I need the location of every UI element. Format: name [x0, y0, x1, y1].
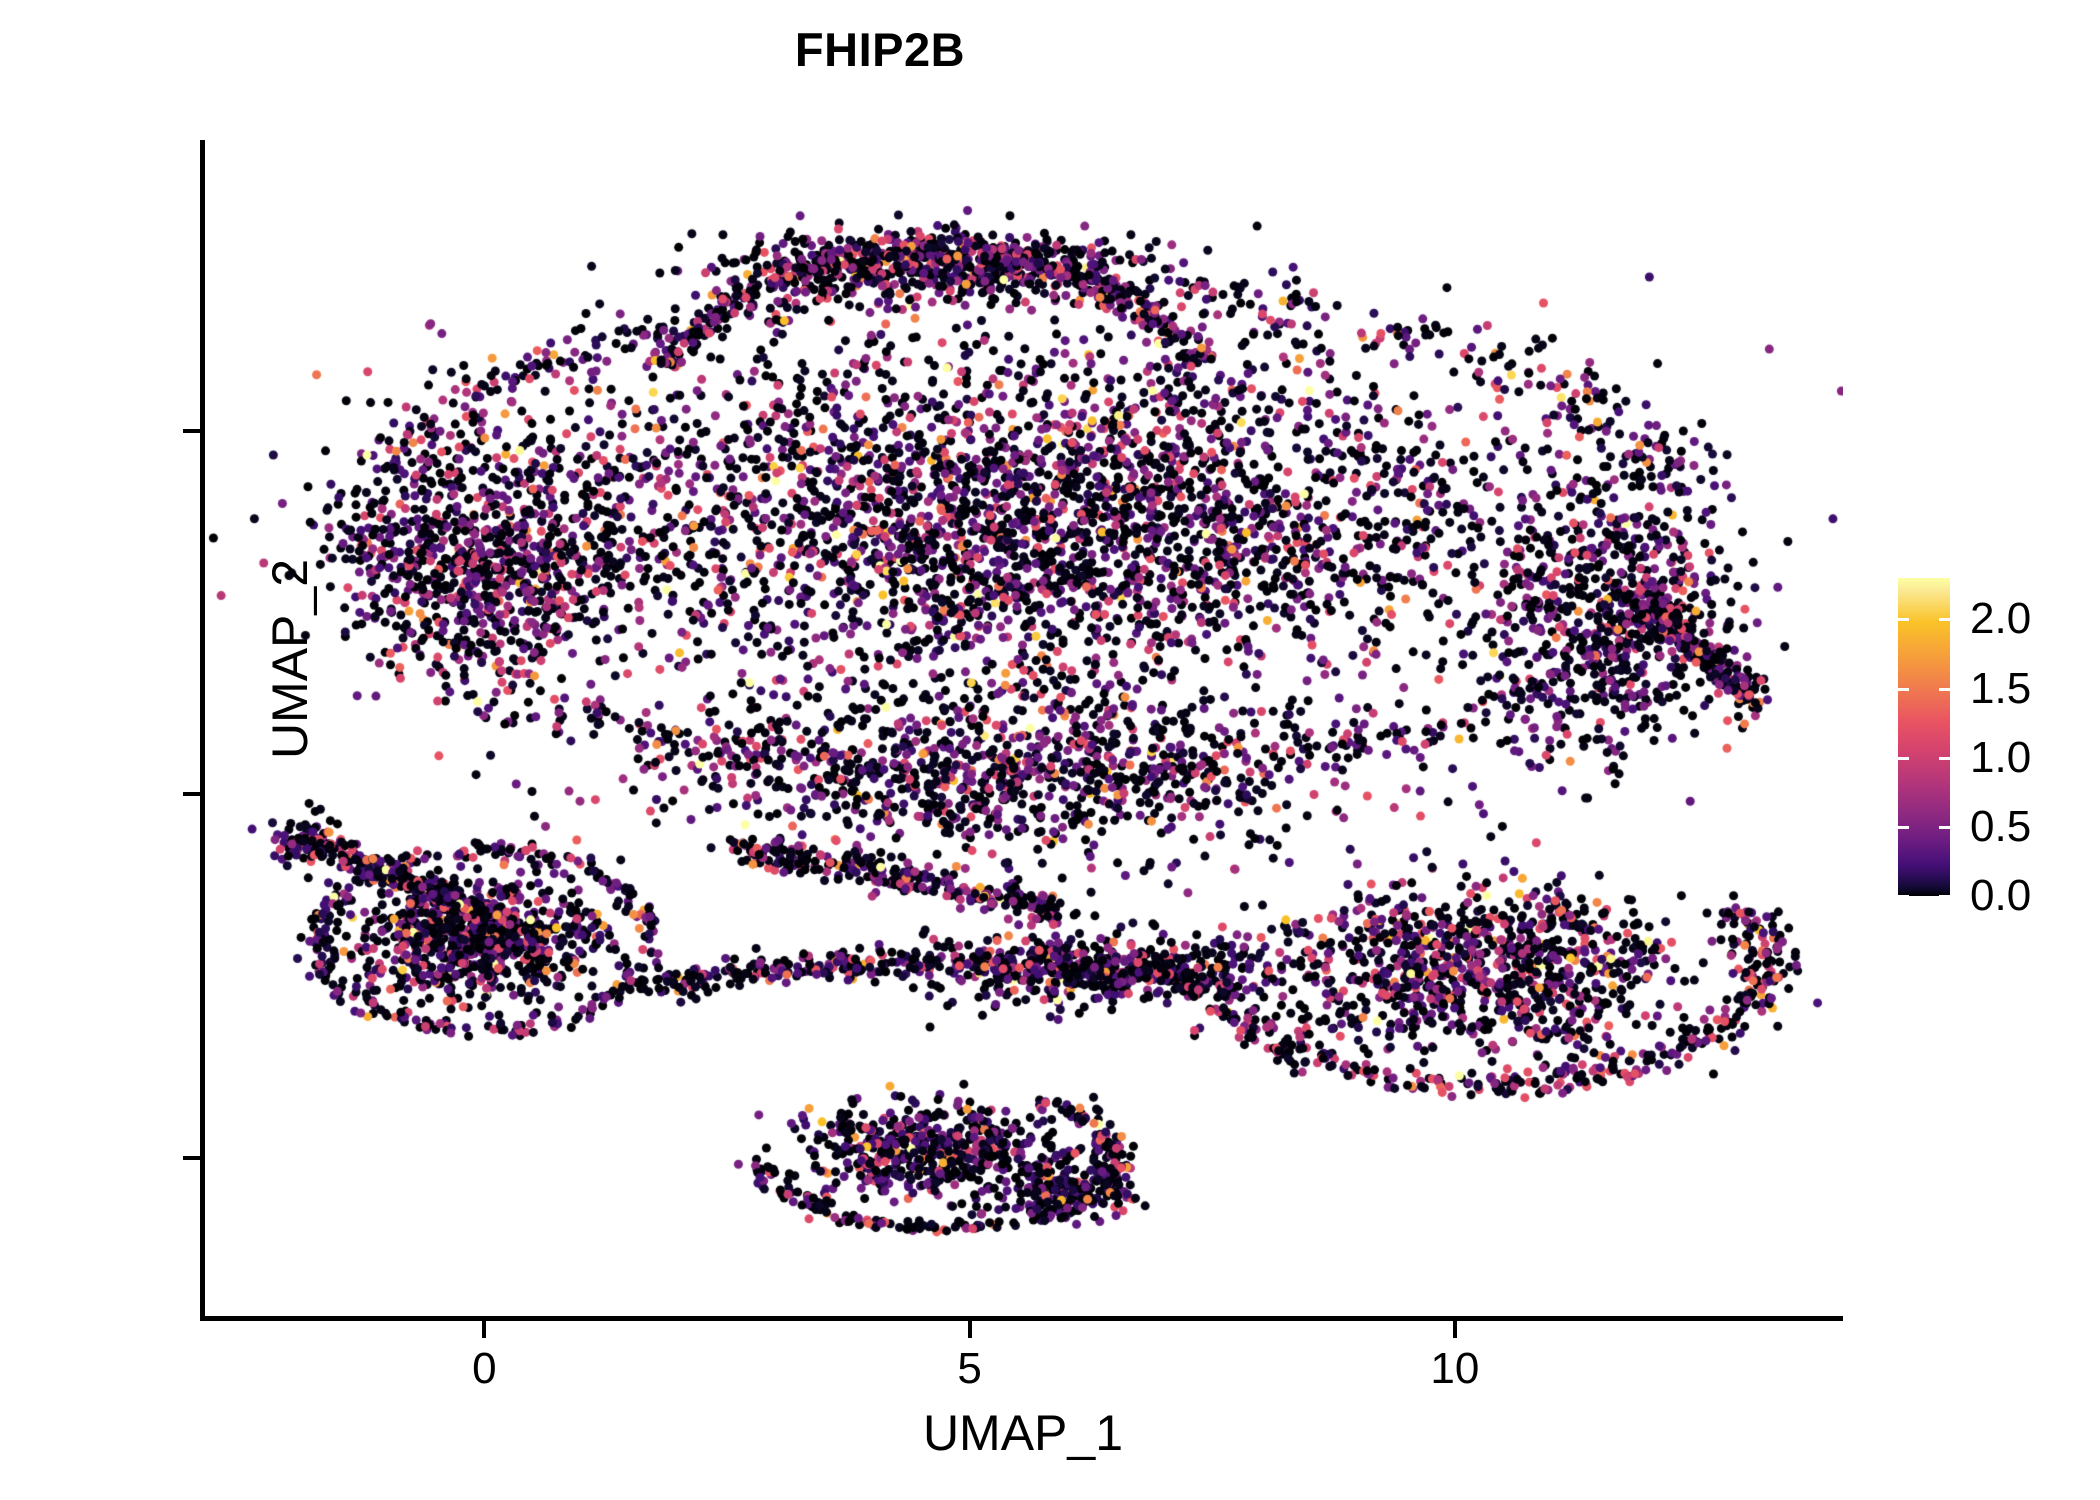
colorbar-tick-mark — [1939, 618, 1950, 622]
colorbar-tick-mark — [1898, 895, 1909, 898]
x-tick-label: 0 — [472, 1344, 497, 1393]
x-tick-mark — [1452, 1321, 1457, 1338]
colorbar-tick-mark — [1939, 756, 1950, 760]
scatter-points-canvas — [203, 140, 1843, 1318]
color-legend: 2.0 1.5 1.0 0.5 0.0 — [1898, 578, 2098, 920]
colorbar-tick-mark — [1898, 825, 1909, 829]
scatter-plot-panel — [203, 140, 1843, 1318]
y-tick-mark — [183, 792, 200, 797]
x-axis-label: UMAP_1 — [922, 1405, 1124, 1461]
y-tick-mark — [183, 1156, 200, 1161]
x-axis-line — [200, 1316, 1843, 1321]
colorbar-tick-mark — [1939, 687, 1950, 691]
page-title: FHIP2B — [794, 23, 966, 76]
colorbar-tick-mark — [1898, 618, 1909, 622]
colorbar-tick-mark — [1939, 825, 1950, 829]
colorbar-tick-label: 1.0 — [1970, 732, 2032, 782]
y-tick-mark — [183, 428, 200, 433]
x-tick-mark — [967, 1321, 972, 1338]
colorbar-tick-mark — [1898, 756, 1909, 760]
y-axis-line — [200, 140, 205, 1320]
colorbar-gradient — [1898, 578, 1950, 896]
x-tick-mark — [482, 1321, 487, 1338]
x-tick-label: 10 — [1430, 1344, 1480, 1393]
colorbar-tick-mark — [1898, 687, 1909, 691]
colorbar-tick-label: 1.5 — [1970, 663, 2032, 713]
colorbar-tick-label: 0.5 — [1970, 801, 2032, 851]
x-tick-label: 5 — [957, 1344, 982, 1393]
colorbar-tick-label: 2.0 — [1970, 594, 2032, 644]
colorbar-tick-mark — [1939, 895, 1950, 898]
y-axis-label: UMAP_2 — [262, 558, 318, 760]
colorbar-tick-label: 0.0 — [1970, 871, 2032, 920]
